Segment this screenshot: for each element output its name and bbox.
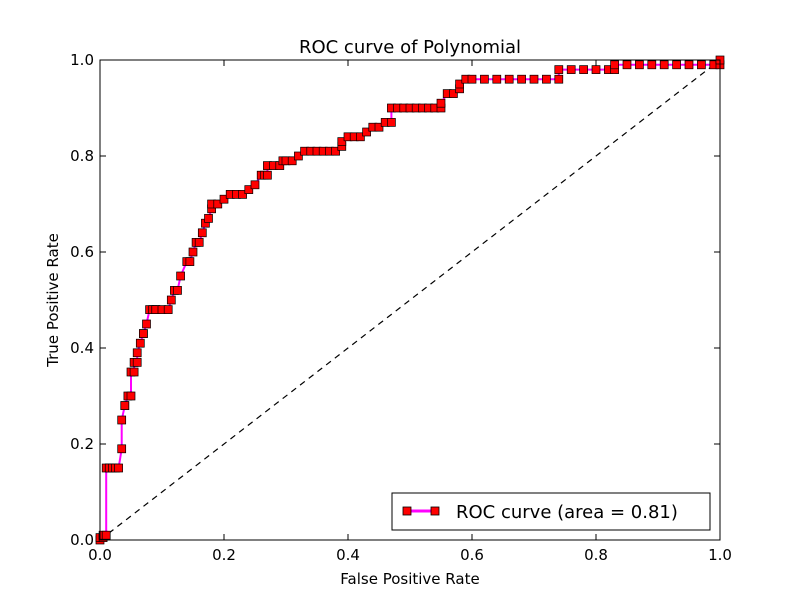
roc-point-marker — [185, 257, 195, 266]
roc-point-marker — [132, 358, 142, 367]
roc-point-marker — [213, 199, 223, 209]
legend-marker-left — [402, 506, 412, 516]
x-axis-ticks: 0.0 0.2 0.4 0.6 0.8 1.0 — [88, 60, 732, 564]
x-tick-label: 1.0 — [708, 546, 732, 564]
x-tick-label: 0.6 — [460, 546, 484, 564]
roc-point-marker — [697, 60, 706, 70]
roc-point-marker — [659, 60, 669, 70]
x-tick-label: 0.2 — [212, 546, 236, 564]
x-tick-label: 0.0 — [88, 546, 112, 564]
roc-point-marker — [684, 60, 694, 70]
roc-point-marker — [455, 79, 464, 89]
roc-point-marker — [449, 89, 458, 98]
roc-point-marker — [647, 60, 657, 70]
chart-title: ROC curve of Polynomial — [299, 37, 521, 58]
roc-point-marker — [492, 74, 502, 84]
roc-point-marker — [173, 286, 182, 295]
roc-point-marker — [176, 271, 185, 281]
roc-point-marker — [504, 74, 514, 84]
plot-area — [100, 60, 720, 540]
y-tick-label: 1.0 — [70, 51, 94, 69]
roc-point-marker — [579, 65, 588, 74]
roc-point-marker — [591, 65, 601, 74]
y-tick-label: 0.2 — [70, 435, 94, 453]
x-axis-label: False Positive Rate — [340, 570, 479, 588]
roc-point-marker — [362, 127, 371, 137]
roc-point-marker — [374, 122, 384, 132]
y-axis-label: True Positive Rate — [44, 233, 62, 368]
roc-point-marker — [263, 170, 272, 180]
roc-point-marker — [294, 151, 303, 161]
roc-point-marker — [188, 247, 198, 257]
chance-diagonal-line — [99, 59, 721, 541]
roc-point-marker — [132, 348, 142, 358]
roc-marker-layer — [95, 55, 725, 545]
roc-point-marker — [114, 463, 123, 473]
roc-point-marker — [126, 391, 136, 401]
y-tick-label: 0.6 — [70, 243, 94, 261]
legend: ROC curve (area = 0.81) — [391, 492, 711, 531]
roc-point-marker — [244, 185, 254, 194]
roc-point-marker — [250, 180, 260, 190]
roc-point-marker — [120, 401, 130, 410]
roc-point-marker — [542, 74, 551, 84]
roc-point-marker — [622, 60, 632, 70]
roc-point-marker — [204, 214, 213, 223]
roc-point-marker — [135, 338, 145, 348]
roc-point-marker — [101, 530, 111, 540]
legend-marker-right — [430, 506, 440, 516]
roc-point-marker — [142, 319, 151, 329]
plot-frame — [99, 59, 721, 541]
roc-point-marker — [194, 238, 204, 247]
roc-point-marker — [554, 74, 564, 84]
roc-point-marker — [554, 65, 564, 74]
roc-point-marker — [566, 65, 576, 74]
roc-point-marker — [166, 295, 176, 305]
y-tick-label: 0.8 — [70, 147, 94, 165]
roc-point-marker — [529, 74, 539, 84]
legend-label: ROC curve (area = 0.81) — [456, 502, 678, 523]
roc-point-marker — [139, 329, 148, 338]
chance-line-layer — [99, 59, 721, 541]
roc-point-marker — [331, 146, 340, 156]
roc-point-marker — [238, 190, 247, 199]
roc-point-marker — [117, 444, 127, 454]
x-tick-label: 0.4 — [336, 546, 360, 564]
roc-point-marker — [219, 194, 229, 204]
legend-box — [391, 492, 711, 531]
roc-point-marker — [197, 228, 207, 238]
x-tick-label: 0.8 — [584, 546, 608, 564]
roc-point-marker — [517, 74, 526, 84]
roc-point-marker — [117, 415, 127, 425]
roc-point-marker — [635, 60, 644, 70]
y-tick-label: 0.0 — [70, 531, 94, 549]
roc-point-marker — [436, 98, 446, 108]
roc-point-marker — [467, 74, 477, 84]
roc-point-marker — [356, 132, 365, 142]
y-tick-label: 0.4 — [70, 339, 94, 357]
roc-point-marker — [163, 305, 173, 314]
roc-point-marker — [337, 137, 347, 146]
roc-point-marker — [387, 118, 396, 127]
y-axis-ticks: 0.0 0.2 0.4 0.6 0.8 1.0 — [70, 51, 720, 549]
roc-point-marker — [610, 60, 619, 70]
roc-point-marker — [287, 156, 297, 166]
roc-point-marker — [480, 74, 489, 84]
roc-point-marker — [672, 60, 681, 70]
roc-point-marker — [129, 367, 139, 377]
